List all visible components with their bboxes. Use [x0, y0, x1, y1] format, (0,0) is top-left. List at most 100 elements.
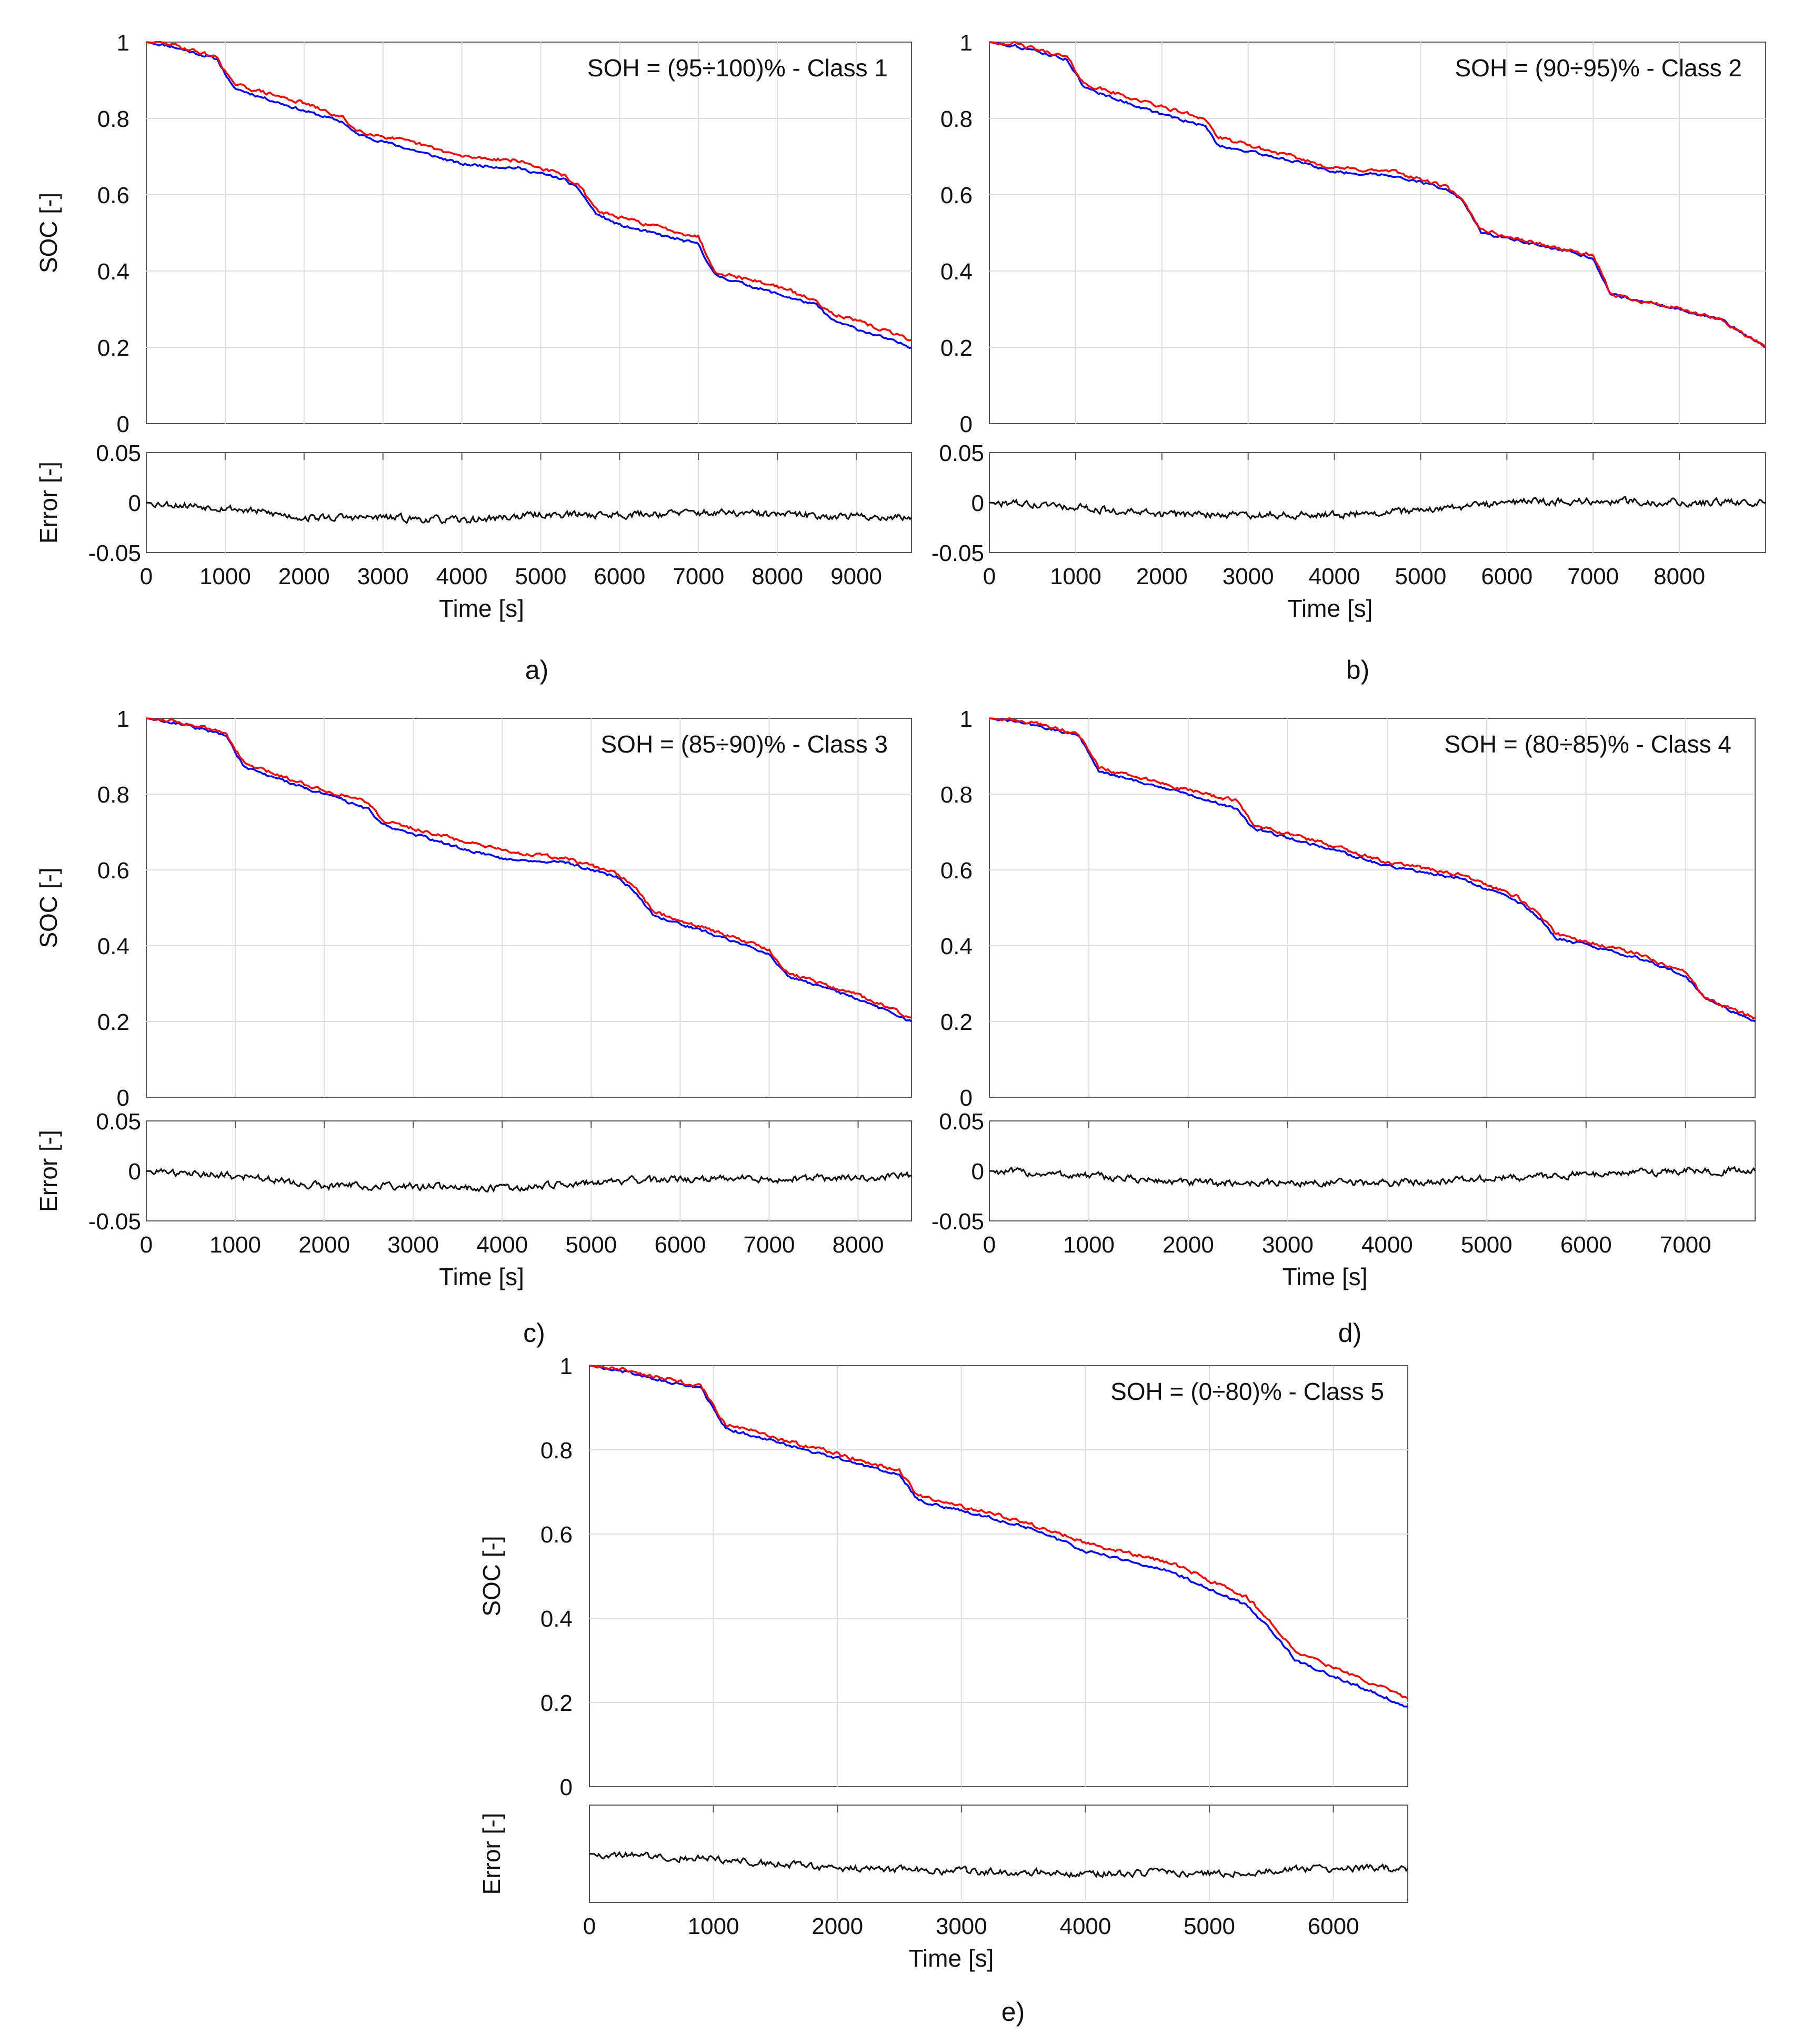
xtick-label: 4000	[436, 564, 488, 589]
error-ylabel: Error [-]	[35, 1130, 62, 1212]
xtick-label: 2000	[812, 1913, 863, 1939]
soc-plot-frame	[989, 42, 1766, 424]
xtick-label: 6000	[654, 1232, 706, 1258]
xtick-label: 7000	[1660, 1232, 1711, 1258]
xtick-label: 1000	[209, 1232, 261, 1258]
panel-1: 0 0.2 0.4 0.6 0.8 1 SOC [-] SOH = (95÷100)% - C…	[35, 30, 913, 685]
soc-ytick-label: 1	[560, 1354, 573, 1379]
panel-caption: d)	[1338, 1318, 1361, 1348]
reference-soc-line	[989, 717, 1756, 1020]
estimated-soc-line	[146, 41, 912, 349]
xtick-label: 3000	[936, 1913, 987, 1939]
panel-caption: c)	[523, 1318, 545, 1348]
soc-ytick-label: 0.8	[97, 106, 129, 132]
panel-caption: a)	[525, 655, 548, 685]
xtick-label: 5000	[1461, 1232, 1512, 1258]
soc-ytick-label: 0.6	[540, 1522, 573, 1548]
soc-ytick-label: 0	[960, 1085, 973, 1111]
soc-ylabel: SOC [-]	[478, 1536, 505, 1616]
xtick-label: 1000	[1050, 564, 1101, 589]
xtick-label: 4000	[1059, 1913, 1111, 1939]
panel-caption: b)	[1346, 655, 1369, 685]
error-plot-frame	[146, 452, 912, 553]
error-ytick-label: -0.05	[88, 540, 141, 566]
soc-ytick-label: 0.4	[97, 934, 129, 959]
xtick-label: 3000	[1223, 564, 1274, 589]
xtick-label: 8000	[833, 1232, 884, 1258]
xtick-label: 0	[140, 564, 153, 589]
error-line	[589, 1851, 1409, 1878]
error-line	[146, 500, 913, 525]
soc-ytick-label: 0	[117, 1085, 129, 1111]
xtick-label: 6000	[594, 564, 645, 589]
xlabel: Time [s]	[1283, 1263, 1368, 1290]
soc-ytick-label: 0.6	[940, 183, 973, 208]
soc-ytick-label: 0.2	[97, 1009, 129, 1035]
xtick-label: 0	[583, 1913, 596, 1939]
panel-title: SOH = (80÷85)% - Class 4	[1445, 730, 1732, 758]
panel-3: 0 0.2 0.4 0.6 0.8 1 SOC [-] SOH = (85÷90)% - Cl…	[35, 706, 913, 1348]
error-plot-frame	[146, 1120, 912, 1221]
error-ytick-label: -0.05	[931, 1209, 984, 1235]
xtick-label: 4000	[1309, 564, 1360, 589]
xtick-label: 1000	[688, 1913, 739, 1939]
error-ytick-label: 0.05	[96, 440, 141, 466]
soc-subplot: 0 0.2 0.4 0.6 0.8 1 SOH = (90÷95)% - Class 2	[940, 30, 1767, 437]
reference-soc-line	[146, 41, 912, 342]
error-ylabel: Error [-]	[478, 1813, 505, 1895]
error-ytick-label: 0.05	[96, 1109, 141, 1135]
xtick-label: 6000	[1560, 1232, 1612, 1258]
error-ytick-label: 0	[128, 490, 141, 516]
panel-title: SOH = (90÷95)% - Class 2	[1455, 54, 1742, 82]
xtick-label: 4000	[476, 1232, 528, 1258]
soc-ytick-label: 0	[117, 412, 129, 437]
xlabel: Time [s]	[439, 595, 524, 622]
soc-ytick-label: 0.4	[540, 1606, 573, 1632]
soc-plot-frame	[146, 42, 912, 424]
xtick-label: 2000	[1163, 1232, 1214, 1258]
soc-ytick-label: 0.2	[940, 1009, 973, 1035]
xtick-label: 3000	[387, 1232, 439, 1258]
xtick-label: 5000	[1184, 1913, 1235, 1939]
xlabel: Time [s]	[1288, 595, 1373, 622]
soc-ylabel: SOC [-]	[35, 867, 62, 948]
panel-4: 0 0.2 0.4 0.6 0.8 1 SOH = (80÷85)% - Class 4 -0…	[931, 706, 1756, 1348]
estimated-soc-line	[589, 1365, 1408, 1708]
error-ytick-label: -0.05	[88, 1209, 141, 1235]
xtick-label: 0	[140, 1232, 153, 1258]
panel-title: SOH = (0÷80)% - Class 5	[1110, 1378, 1384, 1405]
soc-ytick-label: 1	[117, 30, 129, 56]
error-ytick-label: -0.05	[931, 540, 984, 566]
xtick-label: 4000	[1361, 1232, 1413, 1258]
xtick-label: 3000	[1262, 1232, 1314, 1258]
panel-caption: e)	[1001, 1997, 1025, 2027]
error-ytick-label: 0.05	[939, 1109, 984, 1135]
soc-subplot: 0 0.2 0.4 0.6 0.8 1 SOC [-] SOH = (85÷90)% - Cl…	[35, 706, 913, 1111]
error-line	[146, 1168, 912, 1193]
error-ytick-label: 0	[128, 1159, 141, 1185]
error-ytick-label: 0.05	[939, 440, 984, 466]
soc-subplot: 0 0.2 0.4 0.6 0.8 1 SOC [-] SOH = (95÷100)% - C…	[35, 30, 912, 437]
xtick-label: 0	[983, 1232, 996, 1258]
soc-ytick-label: 0.4	[940, 934, 973, 959]
panel-title: SOH = (85÷90)% - Class 3	[601, 730, 888, 758]
xlabel: Time [s]	[909, 1945, 994, 1972]
xtick-label: 5000	[565, 1232, 617, 1258]
soc-ytick-label: 0.6	[940, 858, 973, 884]
xtick-label: 8000	[1654, 564, 1705, 589]
xtick-label: 2000	[278, 564, 330, 589]
soc-ytick-label: 0.8	[540, 1438, 573, 1464]
soc-ytick-label: 0.2	[540, 1690, 573, 1716]
xtick-label: 2000	[298, 1232, 350, 1258]
soc-ytick-label: 0.8	[940, 782, 973, 808]
estimated-soc-line	[989, 717, 1756, 1023]
panels-layer: 0 0.2 0.4 0.6 0.8 1 SOC [-] SOH = (95÷100)% - C…	[35, 30, 1767, 2027]
soc-plot-frame	[989, 718, 1756, 1098]
error-ytick-label: 0	[971, 490, 984, 516]
panel-5: 0 0.2 0.4 0.6 0.8 1 SOC [-] SOH = (0÷80)% - Cla…	[478, 1354, 1409, 2027]
